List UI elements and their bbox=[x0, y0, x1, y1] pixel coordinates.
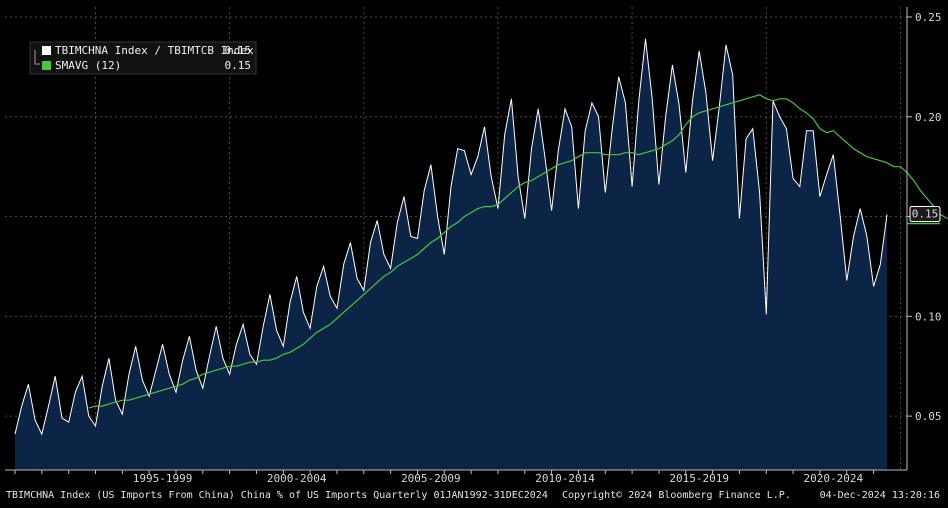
legend-value: 0.15 bbox=[225, 59, 252, 72]
y-tick-label: 0.10 bbox=[915, 310, 942, 323]
x-tick-label: 2005-2009 bbox=[401, 472, 461, 485]
ratio-area-fill bbox=[15, 38, 887, 471]
y-tick-label: 0.05 bbox=[915, 410, 942, 423]
x-tick-label: 2020-2024 bbox=[804, 472, 864, 485]
legend-label: TBIMCHNA Index / TBIMTCB Index bbox=[55, 44, 254, 57]
footer-description: TBIMCHNA Index (US Imports From China) C… bbox=[6, 490, 548, 501]
plot-area bbox=[14, 38, 948, 471]
footer-bar bbox=[0, 485, 948, 508]
footer-timestamp: 04-Dec-2024 13:20:16 bbox=[820, 490, 940, 501]
last-value-label: 0.15 bbox=[912, 208, 939, 221]
legend-value: 0.15 bbox=[225, 44, 252, 57]
ratio-series-line bbox=[14, 38, 888, 436]
legend-label: SMAVG (12) bbox=[55, 59, 121, 72]
legend: TBIMCHNA Index / TBIMTCB Index0.15SMAVG … bbox=[29, 41, 257, 75]
legend-swatch bbox=[42, 61, 51, 70]
axes: 0.05 0.10 0.15 0.20 0.25 1995-1999 2000-2004 20… bbox=[5, 7, 942, 485]
last-value-badge bbox=[909, 206, 941, 223]
legend-box bbox=[29, 41, 257, 75]
legend-swatch bbox=[42, 46, 51, 55]
footer: TBIMCHNA Index (US Imports From China) C… bbox=[0, 485, 948, 508]
y-tick-label: 0.25 bbox=[915, 11, 942, 24]
x-tick-label: 2000-2004 bbox=[267, 472, 327, 485]
x-tick-label: 2010-2014 bbox=[535, 472, 595, 485]
legend-connector bbox=[34, 50, 40, 65]
x-tick-label: 2015-2019 bbox=[669, 472, 729, 485]
x-tick-label: 1995-1999 bbox=[133, 472, 193, 485]
y-tick-label: 0.20 bbox=[915, 111, 942, 124]
footer-copyright: Copyright© 2024 Bloomberg Finance L.P. bbox=[562, 490, 791, 501]
smavg-series-line bbox=[88, 94, 948, 409]
